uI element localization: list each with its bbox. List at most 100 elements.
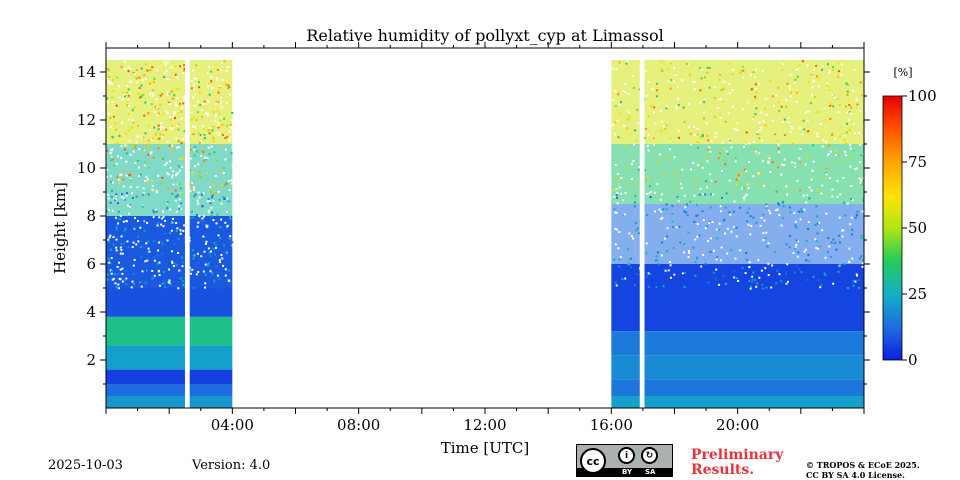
speckle [702,219,705,222]
speckle [175,210,178,213]
speckle [145,269,148,272]
speckle [808,110,811,113]
speckle [752,116,755,119]
speckle [122,234,125,237]
speckle [143,114,146,117]
speckle [754,76,757,79]
speckle [705,180,708,183]
speckle [650,177,653,180]
speckle [120,173,123,176]
speckle [110,248,113,251]
speckle [706,134,709,137]
speckle [615,67,618,70]
speckle [659,153,662,156]
sa-share-alike-icon: ↻ [641,447,658,464]
speckle [155,130,158,133]
speckle [172,183,175,186]
speckle [228,281,231,284]
speckle [174,262,177,265]
speckle [831,132,834,135]
speckle [133,73,136,76]
speckle [152,189,155,192]
speckle [715,132,718,135]
speckle [735,226,738,229]
speckle [176,194,179,197]
speckle [133,217,136,220]
speckle [744,195,747,198]
speckle [823,107,826,110]
speckle [194,126,197,129]
speckle [231,111,234,114]
speckle [838,103,841,106]
speckle [116,265,119,268]
speckle [721,141,724,144]
speckle [193,165,196,168]
speckle [699,101,702,104]
speckle [638,166,641,169]
speckle [222,264,225,267]
speckle [204,273,207,276]
speckle [120,156,123,159]
speckle [159,103,162,106]
speckle [689,143,692,146]
speckle [687,231,690,234]
speckle [149,69,152,72]
preliminary-notice: Preliminary Results. [691,448,783,478]
speckle [801,60,804,63]
speckle [794,162,797,165]
speckle [151,95,154,98]
speckle [720,259,723,262]
speckle [211,211,214,214]
speckle [175,76,178,79]
speckle [127,112,130,115]
speckle [858,257,861,260]
speckle [193,154,196,157]
x-tick-label: 12:00 [463,416,506,434]
speckle [857,278,860,281]
speckle [785,105,788,108]
speckle [795,239,798,242]
speckle [614,121,617,124]
speckle [664,127,667,130]
speckle [129,186,132,189]
speckle [115,285,118,288]
speckle [132,121,135,124]
speckle [147,139,150,142]
speckle [169,208,172,211]
speckle [203,137,206,140]
speckle [739,249,742,252]
speckle [199,91,202,94]
speckle [858,132,861,135]
speckle [157,128,160,131]
speckle [173,110,176,113]
speckle [146,178,149,181]
speckle [657,162,660,165]
speckle [704,262,707,265]
speckle [777,86,780,89]
speckle [783,158,786,161]
speckle [231,182,234,185]
speckle [765,97,768,100]
speckle [647,133,650,136]
speckle [201,205,204,208]
speckle [838,241,841,244]
colorbar-unit: [%] [893,66,912,79]
speckle [127,94,130,97]
speckle [862,176,864,179]
speckle [669,137,672,140]
speckle [172,113,175,116]
speckle [752,175,755,178]
speckle [108,258,111,261]
speckle [175,137,178,140]
speckle [654,122,657,125]
speckle [208,93,211,96]
speckle [668,261,671,264]
speckle [210,145,213,148]
speckle [858,177,861,180]
speckle [647,81,650,84]
speckle [781,163,784,166]
speckle [661,216,664,219]
speckle [785,185,788,188]
speckle [856,210,859,213]
speckle [699,187,702,190]
